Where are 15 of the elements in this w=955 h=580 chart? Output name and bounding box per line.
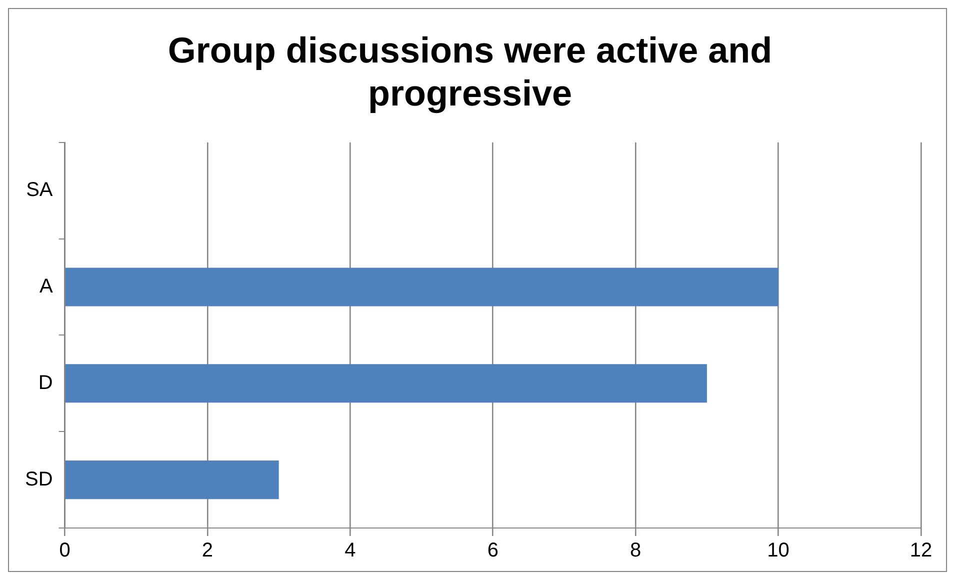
bar [65,460,279,500]
x-tick-label: 4 [344,540,356,562]
bar [65,364,707,403]
x-tick-label: 12 [910,540,932,562]
x-tick-label: 8 [630,540,642,562]
x-tick-label: 0 [59,540,70,562]
chart-title: Group discussions were active and progressive [168,30,772,114]
x-tick-label: 10 [767,540,790,562]
bar [65,268,778,306]
y-tick-label: D [38,372,53,394]
y-tick-label: A [39,276,54,298]
x-tick-label: 2 [202,540,214,562]
y-tick-label: SD [24,468,53,490]
x-tick-label: 6 [487,540,498,562]
y-tick-label: SA [26,179,54,202]
